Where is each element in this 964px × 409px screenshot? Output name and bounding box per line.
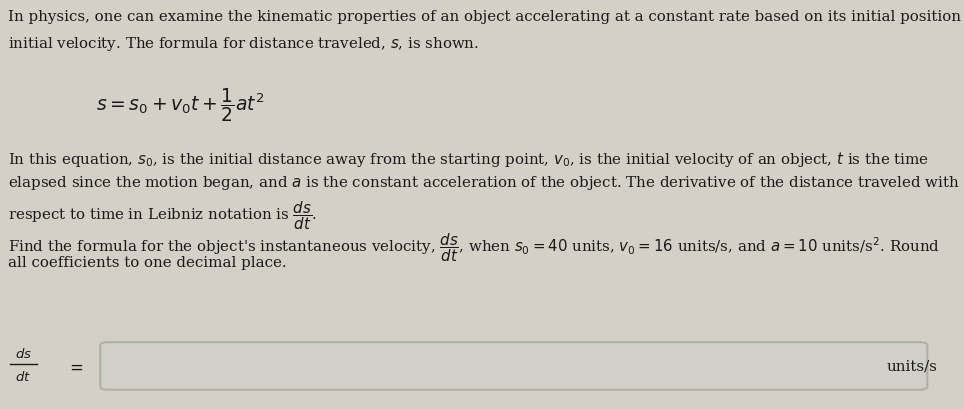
Text: In this equation, $s_0$, is the initial distance away from the starting point, $: In this equation, $s_0$, is the initial … (8, 149, 928, 168)
Text: $ds$: $ds$ (14, 346, 32, 360)
Text: initial velocity. The formula for distance traveled, $s$, is shown.: initial velocity. The formula for distan… (8, 35, 479, 53)
Text: In physics, one can examine the kinematic properties of an object accelerating a: In physics, one can examine the kinemati… (8, 10, 964, 24)
Text: $s = s_0 + v_0t + \dfrac{1}{2}at^2$: $s = s_0 + v_0t + \dfrac{1}{2}at^2$ (96, 86, 265, 124)
Text: all coefficients to one decimal place.: all coefficients to one decimal place. (8, 256, 286, 270)
Text: elapsed since the motion began, and $a$ is the constant acceleration of the obje: elapsed since the motion began, and $a$ … (8, 174, 959, 192)
FancyBboxPatch shape (100, 342, 927, 390)
Text: $dt$: $dt$ (15, 369, 31, 383)
Text: units/s: units/s (886, 359, 937, 373)
Text: Find the formula for the object's instantaneous velocity, $\dfrac{ds}{dt}$, when: Find the formula for the object's instan… (8, 231, 940, 264)
Text: respect to time in Leibniz notation is $\dfrac{ds}{dt}$.: respect to time in Leibniz notation is $… (8, 198, 317, 231)
Text: $=$: $=$ (66, 357, 83, 375)
